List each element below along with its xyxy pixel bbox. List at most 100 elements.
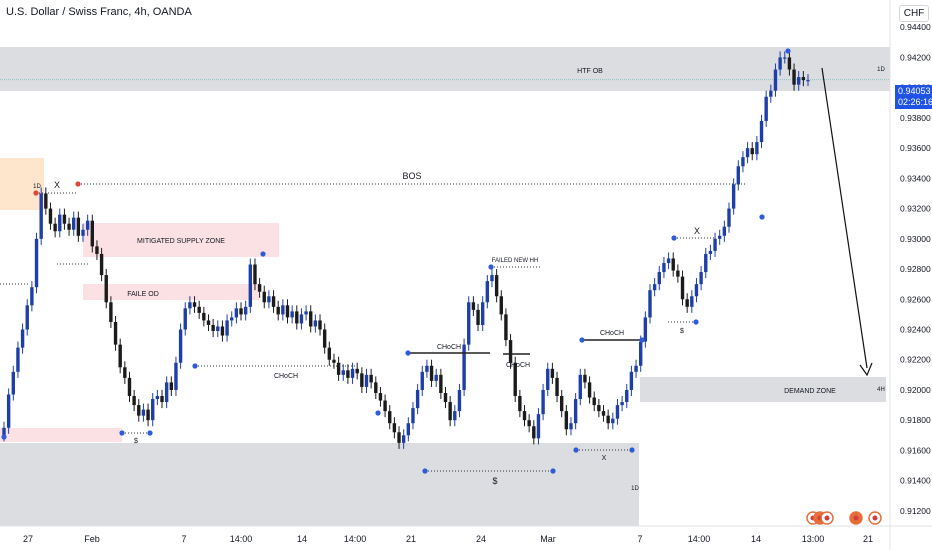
htf-ob-label: HTF OB xyxy=(577,68,603,75)
candle-body xyxy=(16,347,20,372)
candle-body xyxy=(374,382,378,393)
candle-body xyxy=(401,435,406,443)
candle-body xyxy=(759,120,764,143)
candle-body xyxy=(569,423,573,430)
candle-body xyxy=(671,258,675,271)
candle-body xyxy=(137,405,141,416)
candle-body xyxy=(392,423,397,433)
candle-body xyxy=(666,258,671,263)
candle-body xyxy=(625,389,629,403)
candle-body xyxy=(494,275,499,297)
candle-body xyxy=(555,377,559,397)
candle-body xyxy=(202,312,206,321)
choch-label-1: CHoCH xyxy=(274,373,298,380)
price-tick-label: 0.93000 xyxy=(900,234,931,244)
support-zone-timeframe: 1D xyxy=(631,486,639,492)
candle-body xyxy=(657,272,661,285)
candle-body xyxy=(731,184,736,209)
candle-body xyxy=(722,226,727,236)
candle-body xyxy=(527,420,531,427)
candle-body xyxy=(81,229,85,236)
candle-body xyxy=(285,305,290,318)
sweep-label-3: $ xyxy=(492,476,497,486)
pivot-marker xyxy=(119,430,125,436)
lower-pink-zone xyxy=(0,428,122,442)
candle-body xyxy=(420,371,424,390)
candle-body xyxy=(662,263,666,273)
pivot-marker xyxy=(629,447,635,453)
x-low-label: X xyxy=(602,455,607,462)
pivot-marker xyxy=(260,251,266,257)
candle-body xyxy=(341,370,345,375)
candle-body xyxy=(504,314,508,341)
pivot-marker xyxy=(785,48,791,54)
candle-body xyxy=(183,308,187,330)
candle-body xyxy=(638,341,643,366)
time-tick-label: 7 xyxy=(181,534,186,544)
candle-body xyxy=(741,157,745,167)
candle-body xyxy=(573,399,578,424)
time-tick-label: Mar xyxy=(540,534,556,544)
time-tick-label: 21 xyxy=(406,534,416,544)
candle-body xyxy=(564,411,569,430)
candle-body xyxy=(355,368,359,374)
candle-body xyxy=(141,409,146,416)
candle-body xyxy=(745,148,750,158)
candle-body xyxy=(676,270,680,277)
swing-high-marker xyxy=(33,190,39,196)
candle-body xyxy=(174,362,178,390)
price-tick-label: 0.92200 xyxy=(900,355,931,365)
candle-body xyxy=(118,344,122,368)
time-tick-label: 24 xyxy=(476,534,486,544)
price-tick-label: 0.94400 xyxy=(900,22,931,32)
pivot-marker xyxy=(639,337,645,343)
candle-body xyxy=(485,281,490,303)
candle-body xyxy=(243,306,248,315)
candle-body xyxy=(783,57,787,59)
candle-body xyxy=(397,432,401,443)
candle-body xyxy=(206,320,211,325)
candle-body xyxy=(462,344,466,390)
orange-zone-timeframe: 1D xyxy=(33,184,41,190)
candle-body xyxy=(592,397,596,406)
last-price-value: 0.94053 xyxy=(898,86,931,96)
candle-body xyxy=(127,377,132,397)
candle-body xyxy=(109,302,113,322)
pivot-marker xyxy=(573,447,579,453)
candle-body xyxy=(704,253,708,273)
choch-label-4: CHoCH xyxy=(600,330,624,337)
candle-body xyxy=(220,326,225,336)
candle-body xyxy=(490,275,494,282)
forecast-arrow-head xyxy=(859,362,873,377)
candle-body xyxy=(717,235,722,239)
bar-countdown: 02:26:16 xyxy=(898,97,932,107)
candle-body xyxy=(522,411,527,421)
candle-body xyxy=(151,399,155,421)
pivot-marker xyxy=(759,214,765,220)
candle-body xyxy=(25,305,29,330)
candle-body xyxy=(169,382,174,390)
candle-body xyxy=(6,394,11,428)
price-tick-label: 0.93400 xyxy=(900,173,931,183)
candle-body xyxy=(99,253,104,276)
candle-body xyxy=(467,302,471,345)
choch-label-2: CHoCH xyxy=(437,344,461,351)
bos-origin-marker xyxy=(75,181,81,187)
candle-body xyxy=(364,374,369,387)
candle-body xyxy=(652,284,657,291)
candle-body xyxy=(309,311,313,327)
candle-body xyxy=(601,411,606,416)
candle-body xyxy=(578,374,582,400)
time-tick-label: 14:00 xyxy=(230,534,253,544)
candle-body xyxy=(388,411,392,424)
price-tick-label: 0.93800 xyxy=(900,113,931,123)
price-tick-label: 0.92000 xyxy=(900,385,931,395)
pivot-marker xyxy=(488,264,494,270)
candle-body xyxy=(518,396,522,412)
failed-hh-label: FAILED NEW HH xyxy=(492,258,539,264)
currency-button[interactable]: CHF xyxy=(899,5,929,22)
bos-label: BOS xyxy=(402,171,421,181)
price-tick-label: 0.92400 xyxy=(900,325,931,335)
